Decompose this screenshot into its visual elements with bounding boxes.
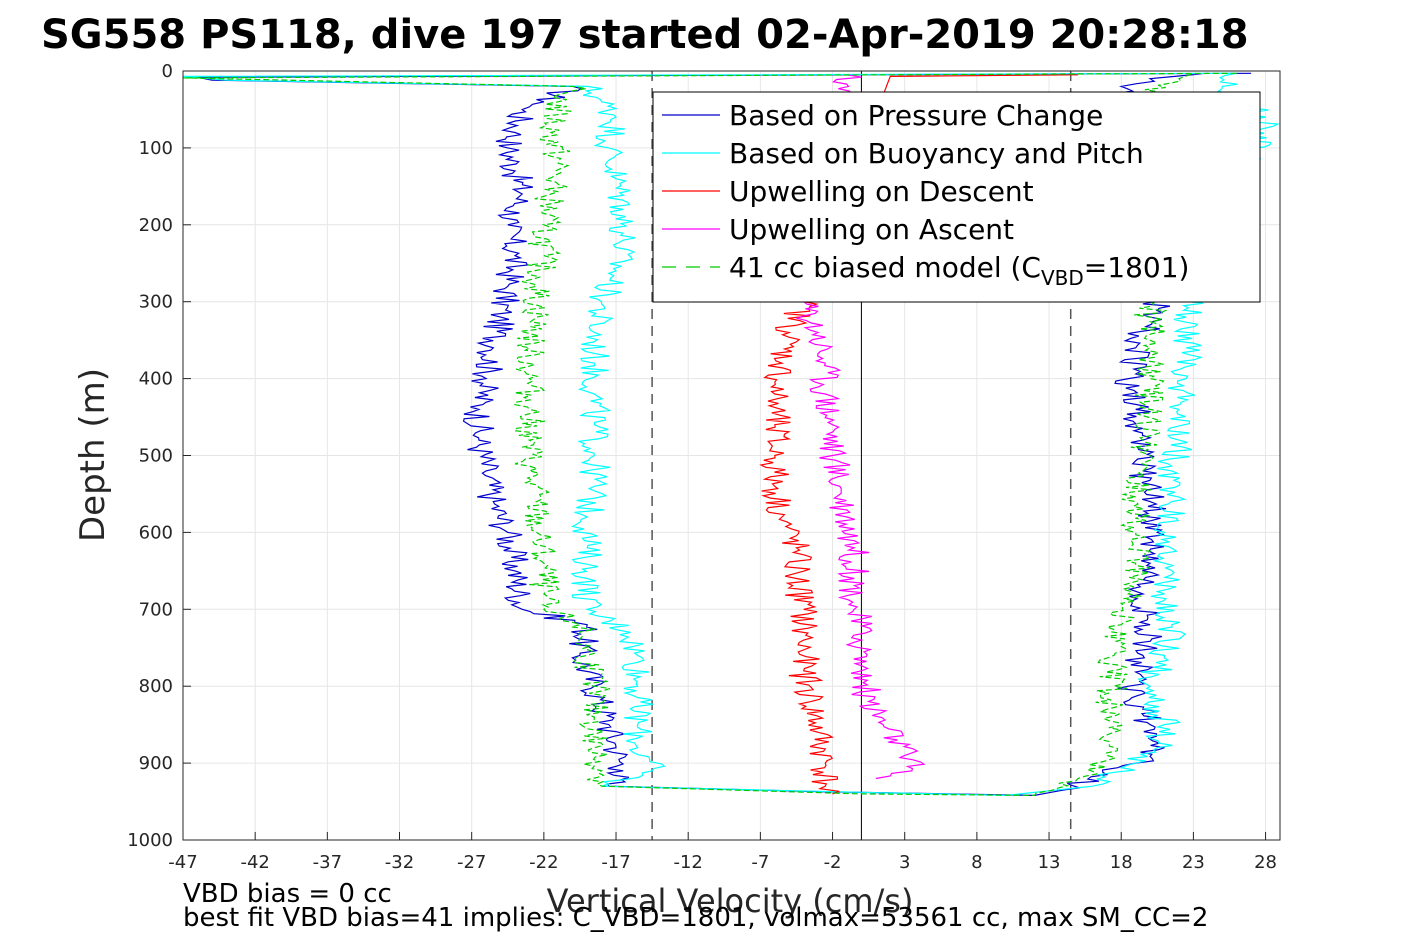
x-tick-label: -2: [824, 852, 842, 873]
x-tick-label: -32: [385, 852, 414, 873]
y-tick-label: 700: [139, 599, 173, 620]
footer-best-fit: best fit VBD bias=41 implies: C_VBD=1801…: [183, 903, 1208, 933]
y-tick-label: 500: [139, 446, 173, 467]
legend-label: Based on Pressure Change: [729, 99, 1103, 132]
y-tick-label: 600: [139, 522, 173, 543]
y-tick-label: 900: [139, 753, 173, 774]
y-tick-label: 200: [139, 215, 173, 236]
y-tick-label: 400: [139, 369, 173, 390]
x-axis-label: Vertical Velocity (cm/s): [547, 882, 914, 920]
legend-label: Based on Buoyancy and Pitch: [729, 137, 1144, 170]
x-tick-label: -42: [240, 852, 269, 873]
x-tick-label: -37: [313, 852, 342, 873]
x-tick-label: 18: [1110, 852, 1133, 873]
x-tick-label: 23: [1182, 852, 1205, 873]
legend-label: Upwelling on Descent: [729, 175, 1034, 208]
y-tick-label: 100: [139, 138, 173, 159]
y-axis-label: Depth (m): [73, 368, 113, 542]
y-tick-label: 300: [139, 292, 173, 313]
y-tick-label: 0: [162, 61, 173, 82]
legend-label: 41 cc biased model (CVBD=1801): [729, 251, 1189, 290]
series-line: [182, 72, 1281, 797]
x-tick-label: 13: [1038, 852, 1061, 873]
x-axis-ticks: -47 -42 -37 -32 -27 -22 -17 -12 -7 -2 3 8 13 18 23 28: [168, 832, 1277, 873]
x-tick-label: 28: [1254, 852, 1277, 873]
y-axis-ticks: 0 100 200 300 400 500 600 700 800 900 1000: [127, 61, 191, 851]
x-tick-label: -7: [751, 852, 769, 873]
legend-box: [652, 91, 1261, 303]
y-tick-label: 800: [139, 676, 173, 697]
x-tick-label: -12: [673, 852, 702, 873]
legend-label: Upwelling on Ascent: [729, 213, 1014, 246]
x-tick-label: -22: [529, 852, 558, 873]
series-line: [182, 72, 1237, 797]
x-tick-label: -47: [168, 852, 197, 873]
chart-title: SG558 PS118, dive 197 started 02-Apr-201…: [41, 12, 1249, 58]
footer-vbd-bias: VBD bias = 0 cc: [183, 879, 392, 909]
x-tick-label: 3: [899, 852, 910, 873]
x-tick-label: -17: [601, 852, 630, 873]
x-tick-label: 8: [971, 852, 982, 873]
legend: Based on Pressure Change Based on Buoyanc…: [652, 91, 1261, 303]
x-tick-label: -27: [457, 852, 486, 873]
y-tick-label: 1000: [127, 830, 173, 851]
